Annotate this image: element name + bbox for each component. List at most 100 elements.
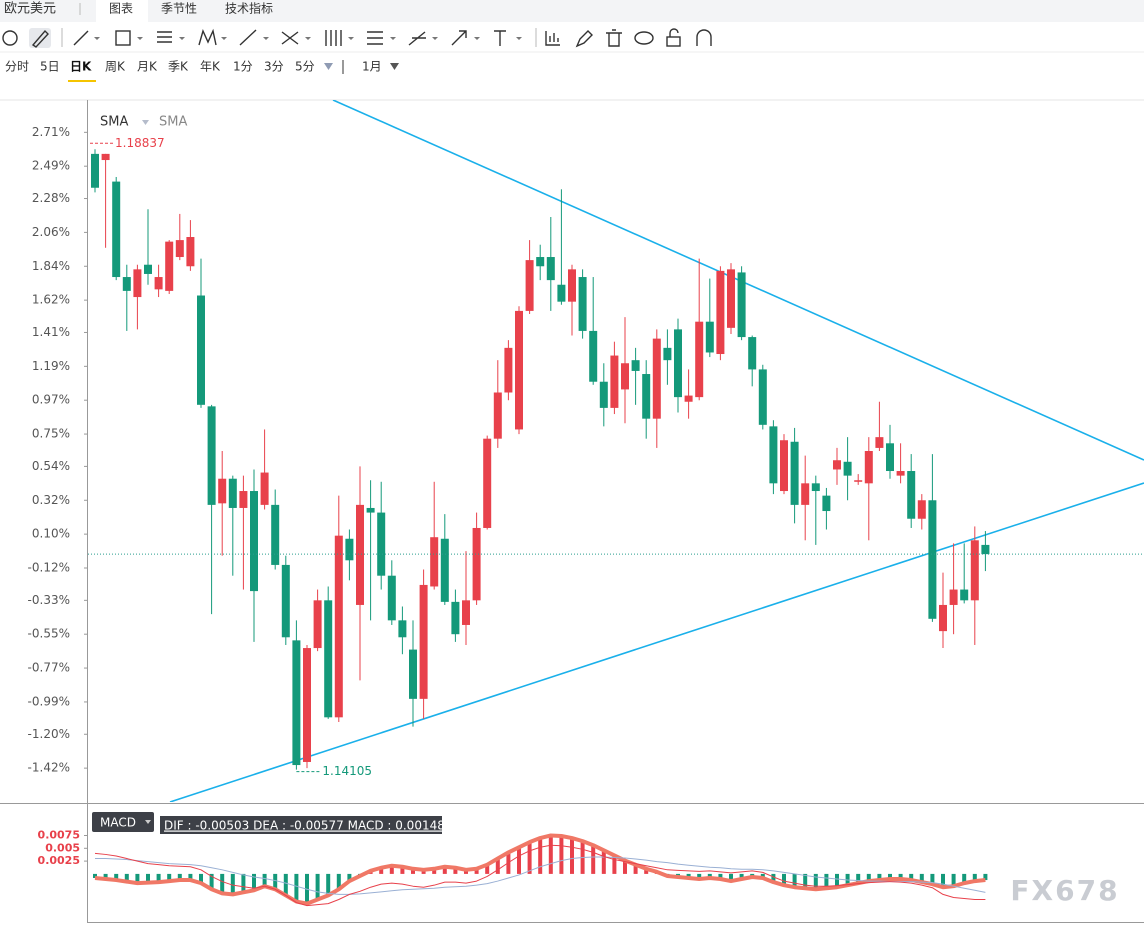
candle-body (525, 260, 534, 311)
candle-body (440, 538, 449, 602)
tool-icon[interactable] (408, 31, 426, 46)
candle-body (917, 500, 926, 519)
tool-icon[interactable] (634, 31, 654, 45)
indicator-label[interactable]: SMA (159, 115, 187, 130)
tab[interactable]: 技术指标 (225, 1, 273, 16)
candle-body (886, 443, 894, 472)
candle-body (271, 504, 280, 565)
macd-bar (347, 873, 352, 882)
indicator-label[interactable]: SMA (100, 115, 128, 130)
macd-bar (877, 873, 882, 881)
tool-icon[interactable] (281, 31, 299, 45)
tool-icon[interactable] (494, 30, 506, 46)
macd-bar (633, 864, 638, 874)
tool-icon[interactable] (73, 30, 89, 46)
macd-bar (591, 845, 596, 874)
candle-body (695, 321, 704, 398)
tab[interactable]: 图表 (109, 2, 133, 16)
candle-body (91, 153, 99, 188)
timeframe-button[interactable]: 季K (168, 60, 189, 74)
macd-bar (739, 873, 744, 880)
candle-body (981, 544, 990, 555)
y-tick-label: 2.28% (32, 191, 70, 205)
candle-body (939, 604, 947, 632)
tool-icon[interactable] (451, 30, 467, 46)
period-selector[interactable]: 1月 (362, 60, 382, 74)
candle-body (345, 538, 354, 561)
macd-bar (230, 873, 235, 895)
macd-bar (559, 836, 564, 874)
macd-bar (803, 873, 808, 889)
tool-icon[interactable] (157, 31, 172, 43)
timeframe-button[interactable]: 日K (70, 60, 92, 74)
macd-bar (474, 868, 479, 874)
tool-icon[interactable] (669, 28, 679, 37)
tool-icon[interactable] (2, 30, 18, 46)
timeframe-button[interactable]: 5日 (40, 60, 60, 74)
macd-bar (898, 873, 903, 880)
macd-bar (760, 873, 765, 878)
macd-bar (962, 873, 967, 884)
candle-body (281, 564, 290, 638)
candle-body (769, 426, 778, 484)
tool-icon[interactable] (239, 29, 257, 46)
macd-bar (464, 869, 468, 874)
candle-body (631, 360, 640, 371)
candle-body (716, 270, 725, 355)
macd-legend-bg (160, 816, 442, 834)
y-tick-label: 0.0025 (38, 854, 80, 867)
tab[interactable]: 季节性 (161, 2, 197, 16)
tool-icon[interactable] (115, 30, 131, 46)
tool-icon[interactable] (325, 30, 342, 46)
timeframe-button[interactable]: 月K (137, 60, 158, 74)
tool-icon[interactable] (367, 31, 383, 45)
macd-bar (527, 842, 532, 874)
trend-lines (169, 100, 1144, 802)
macd-bar (517, 847, 521, 874)
candle-body (568, 269, 576, 302)
tool-icon[interactable] (198, 28, 217, 46)
tool-icon[interactable] (545, 31, 560, 46)
candle-body (175, 240, 184, 258)
tool-icon[interactable] (606, 29, 622, 47)
y-tick-label: 0.54% (32, 459, 70, 473)
candle-body (419, 584, 428, 699)
candle-body (780, 440, 788, 492)
timeframe-button[interactable]: 周K (105, 60, 126, 74)
macd-bar (93, 873, 97, 878)
candle-body (324, 600, 333, 718)
candle-body (589, 330, 598, 382)
candle-body (409, 649, 417, 699)
macd-bar (146, 873, 150, 883)
macd-bar (241, 873, 246, 893)
dropdown-arrows (94, 37, 522, 40)
candle-body (705, 321, 714, 353)
candle-body (356, 504, 364, 605)
tool-icon[interactable] (31, 29, 49, 48)
macd-tag[interactable]: MACD (100, 816, 136, 830)
trend-line[interactable] (169, 482, 1144, 802)
candle-body (536, 257, 545, 267)
y-tick-label: 1.41% (32, 325, 70, 339)
candle-body (737, 272, 746, 338)
active-tab-bg (96, 0, 148, 22)
macd-bar (771, 873, 776, 883)
candle-body (875, 437, 884, 448)
macd-bar (570, 838, 574, 874)
tool-icon[interactable] (696, 29, 712, 46)
timeframe-button[interactable]: 年K (200, 60, 221, 74)
macd-bar (188, 873, 193, 881)
macd-bar (644, 868, 649, 874)
candle-body (218, 478, 227, 504)
candle-body (228, 478, 237, 508)
timeframe-button[interactable]: 分时 (5, 60, 29, 74)
timeframe-button[interactable]: 3分 (264, 60, 284, 74)
candle-body (599, 381, 608, 408)
tool-icon[interactable] (575, 30, 593, 48)
macd-bar (941, 873, 945, 888)
tool-icon[interactable] (666, 36, 681, 47)
candle-body (186, 237, 195, 267)
timeframe-button[interactable]: 1分 (233, 60, 253, 74)
timeframe-button[interactable]: 5分 (295, 60, 315, 74)
